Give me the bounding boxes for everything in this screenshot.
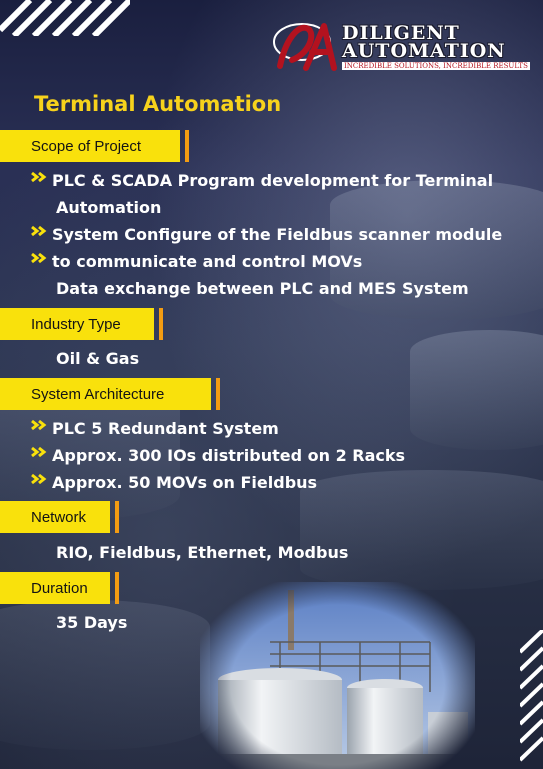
double-chevron-right-icon <box>31 171 47 183</box>
double-chevron-right-icon <box>31 473 47 485</box>
section-header-duration: Duration <box>0 572 119 604</box>
bottom-right-stripes <box>520 630 543 762</box>
background-tank <box>330 180 543 320</box>
background-tank <box>410 330 543 450</box>
page-title: Terminal Automation <box>34 92 282 116</box>
section-label-network: Network <box>31 508 87 526</box>
list-item: PLC 5 Redundant System <box>30 415 279 442</box>
bullet-text: PLC & SCADA Program development for Term… <box>52 171 494 190</box>
bullet-text: System Configure of the Fieldbus scanner… <box>52 225 503 244</box>
double-chevron-right-icon <box>31 252 47 264</box>
background-tank <box>0 600 210 750</box>
bullet-continuation: Data exchange between PLC and MES System <box>56 279 469 298</box>
section-label-industry: Industry Type <box>31 315 121 333</box>
logo-line1: DILIGENT <box>342 22 460 44</box>
section-label-scope: Scope of Project <box>31 137 142 155</box>
top-left-stripes <box>0 0 130 36</box>
section-label-duration: Duration <box>31 579 88 597</box>
bullet-text: PLC 5 Redundant System <box>52 419 279 438</box>
list-item: System Configure of the Fieldbus scanner… <box>30 221 502 248</box>
logo-tagline: INCREDIBLE SOLUTIONS, INCREDIBLE RESULTS <box>342 62 530 70</box>
list-item: to communicate and control MOVs <box>30 248 362 275</box>
double-chevron-right-icon <box>31 225 47 237</box>
industry-value: Oil & Gas <box>56 349 140 368</box>
bullet-text: to communicate and control MOVs <box>52 252 363 271</box>
section-header-network: Network <box>0 501 119 533</box>
double-chevron-right-icon <box>31 446 47 458</box>
duration-value: 35 Days <box>56 613 128 632</box>
network-value: RIO, Fieldbus, Ethernet, Modbus <box>56 543 349 562</box>
section-header-architecture: System Architecture <box>0 378 220 410</box>
storage-tank-photo <box>200 582 475 769</box>
bullet-text: Approx. 300 IOs distributed on 2 Racks <box>52 446 406 465</box>
list-item: PLC & SCADA Program development for Term… <box>30 167 493 194</box>
list-item: Approx. 300 IOs distributed on 2 Racks <box>30 442 405 469</box>
section-header-scope: Scope of Project <box>0 130 189 162</box>
section-header-industry: Industry Type <box>0 308 163 340</box>
double-chevron-right-icon <box>31 419 47 431</box>
list-item: Approx. 50 MOVs on Fieldbus <box>30 469 317 496</box>
bullet-text: Approx. 50 MOVs on Fieldbus <box>52 473 318 492</box>
section-label-architecture: System Architecture <box>31 385 165 403</box>
company-logo: DILIGENT AUTOMATION INCREDIBLE SOLUTIONS… <box>272 18 530 74</box>
background-tank <box>300 470 543 590</box>
logo-mark-icon <box>273 23 337 71</box>
bullet-continuation: Automation <box>56 198 162 217</box>
logo-line2: AUTOMATION <box>342 40 506 62</box>
